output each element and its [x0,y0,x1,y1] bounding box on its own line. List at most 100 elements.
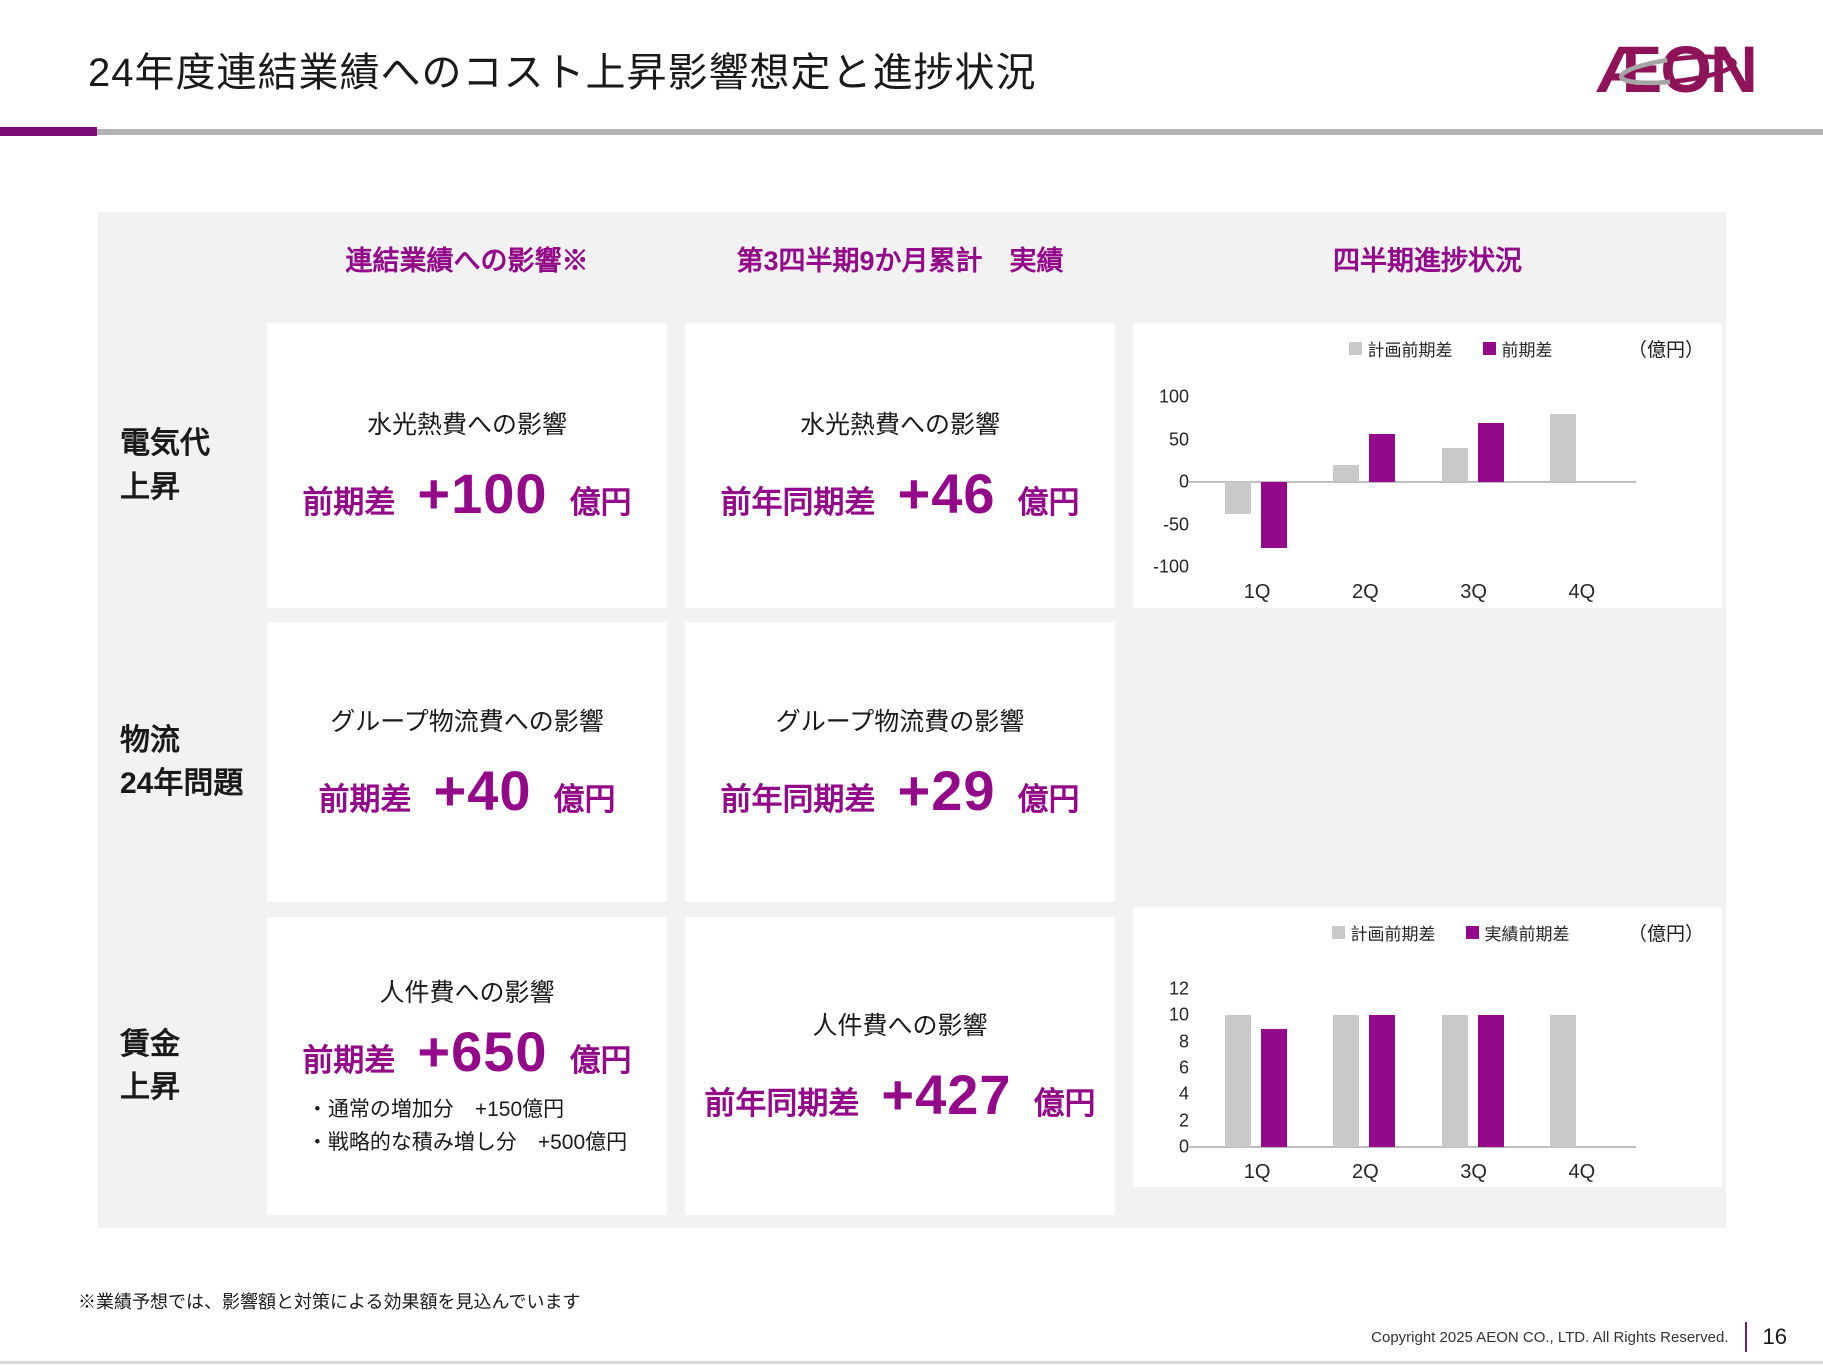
chart-electricity-progress: 計画前期差 前期差 （億円） 100 50 0 -50 -100 1Q 2Q 3Q 4Q [1133,323,1722,608]
x-axis-label: 2Q [1352,1161,1379,1183]
x-axis-label: 1Q [1243,581,1271,603]
value-number: +46 [897,462,996,525]
value-notes: ・通常の増加分 +150億円 ・戦略的な積み増し分 +500億円 [307,1094,627,1159]
y-axis-tick: 0 [1178,471,1189,492]
card-heading: 人件費への影響 [812,1011,988,1040]
x-axis-line [1189,481,1636,483]
row-label-line: 上昇 [120,1071,180,1104]
chart-logistics-progress: 計画前期差 実績前期差 （億円） 12 10 8 6 4 2 0 1Q 2Q 3Q 4Q [1133,907,1722,1187]
legend-label: 計画前期差 [1350,924,1436,944]
x-axis-label: 3Q [1460,581,1487,603]
legend-label: 計画前期差 [1367,340,1453,360]
note-line: ・通常の増加分 +150億円 [306,1097,565,1121]
legend-swatch [1465,925,1479,939]
card-heading: 水光熱費への影響 [366,411,567,439]
legend-item: 前期差 [1482,336,1553,361]
legend-item: 実績前期差 [1465,920,1570,945]
value-line: 前年同期差 +46 億円 [721,461,1080,526]
y-axis-tick: 6 [1178,1057,1189,1078]
page-title: 24年度連結業績へのコスト上昇影響想定と進捗状況 [88,51,1037,95]
bar-plan-1Q [1225,1015,1252,1147]
value-unit: 億円 [1017,485,1080,520]
value-unit: 億円 [569,1042,632,1078]
bar-actual-2Q [1369,433,1396,482]
card-heading: 人件費への影響 [379,978,555,1007]
bar-actual-1Q [1261,1028,1288,1147]
value-line: 前年同期差 +29 億円 [721,758,1080,823]
legend-item: 計画前期差 [1331,920,1436,945]
bar-actual-2Q [1369,1015,1396,1147]
y-axis-tick: 4 [1178,1083,1189,1104]
value-number: +427 [881,1062,1012,1126]
aeon-logo-graphic: ÆON [1596,33,1758,107]
value-line: 前期差 +650 億円 [302,1019,631,1084]
value-prefix: 前年同期差 [720,781,876,817]
value-number: +100 [417,462,548,525]
row-label-line: 電気代 [120,427,210,460]
value-number: +650 [417,1019,548,1083]
page-number: 16 [1762,1324,1787,1349]
value-line: 前期差 +40 億円 [319,758,616,823]
chart-unit-label: （億円） [1627,340,1704,361]
x-axis-label: 1Q [1243,1161,1271,1183]
row-label-wages: 賃金 上昇 [120,917,270,1215]
y-axis-tick: 50 [1168,429,1189,449]
x-axis-label: 4Q [1568,1161,1596,1183]
bar-plan-3Q [1441,448,1468,482]
x-axis-line [1189,1146,1636,1148]
bar-plan-3Q [1441,1015,1468,1147]
footnote: ※業績予想では、影響額と対策による効果額を見込んでいます [78,1292,581,1312]
y-axis-tick: 0 [1178,1136,1189,1157]
card-heading: 水光熱費への影響 [799,411,1000,439]
bar-plan-1Q [1225,482,1252,515]
value-unit: 億円 [1017,781,1080,817]
card-heading: グループ物流費の影響 [775,707,1025,736]
row-label-line: 賃金 [120,1027,180,1061]
bar-actual-1Q [1261,482,1288,549]
value-unit: 億円 [553,781,616,817]
aeon-logo: ÆON [1581,22,1771,114]
row-label-electricity: 電気代 上昇 [120,323,270,608]
value-unit: 億円 [1033,1085,1096,1121]
y-axis-tick: 2 [1178,1110,1189,1131]
value-prefix: 前期差 [302,485,396,520]
bar-plan-4Q [1549,414,1576,482]
row-label-line: 上昇 [120,470,180,504]
value-unit: 億円 [569,485,632,520]
title-rule-gray [0,129,1823,135]
legend-swatch [1348,341,1362,355]
chart-legend-row: 計画前期差 実績前期差 （億円） [1203,919,1704,945]
note-line: ・戦略的な積み増し分 +500億円 [306,1130,628,1154]
bottom-edge-line [0,1361,1823,1364]
column-header-impact: 連結業績への影響※ [345,245,589,276]
aeon-logo-text: ÆON [1596,33,1756,107]
card-logistics-impact: グループ物流費への影響 前期差 +40 億円 [267,622,667,902]
card-logistics-q3: グループ物流費の影響 前年同期差 +29 億円 [685,622,1115,902]
x-axis-label: 3Q [1460,1161,1487,1183]
value-number: +40 [433,758,532,822]
bar-actual-3Q [1477,1015,1504,1147]
chart-legend-row: 計画前期差 前期差 （億円） [1203,335,1704,361]
column-header-q3-actual: 第3四半期9か月累計 実績 [736,245,1064,276]
title-rule-purple [0,127,97,136]
value-line: 前期差 +100 億円 [302,461,631,526]
value-prefix: 前期差 [318,781,412,817]
content-panel: 連結業績への影響※ 第3四半期9か月累計 実績 四半期進捗状況 電気代 上昇 物… [98,212,1726,1228]
bar-plan-2Q [1333,465,1360,482]
y-axis-tick: 10 [1168,1004,1189,1025]
value-line: 前年同期差 +427 億円 [704,1062,1095,1127]
chart-legend: 計画前期差 実績前期差 [1203,919,1698,945]
row-label-line: 24年問題 [120,767,244,800]
y-axis-tick: -50 [1162,514,1189,534]
column-header-progress: 四半期進捗状況 [1333,245,1522,276]
value-prefix: 前年同期差 [720,485,876,520]
row-label-line: 物流 [120,723,180,757]
copyright-text: Copyright 2025 AEON CO., LTD. All Rights… [1371,1328,1729,1346]
row-label-logistics: 物流 24年問題 [120,622,270,902]
bar-actual-3Q [1477,422,1504,482]
x-axis-label: 2Q [1352,581,1379,603]
bar-plan-4Q [1549,1015,1576,1147]
legend-item: 計画前期差 [1348,336,1453,361]
card-electricity-q3: 水光熱費への影響 前年同期差 +46 億円 [685,323,1115,608]
